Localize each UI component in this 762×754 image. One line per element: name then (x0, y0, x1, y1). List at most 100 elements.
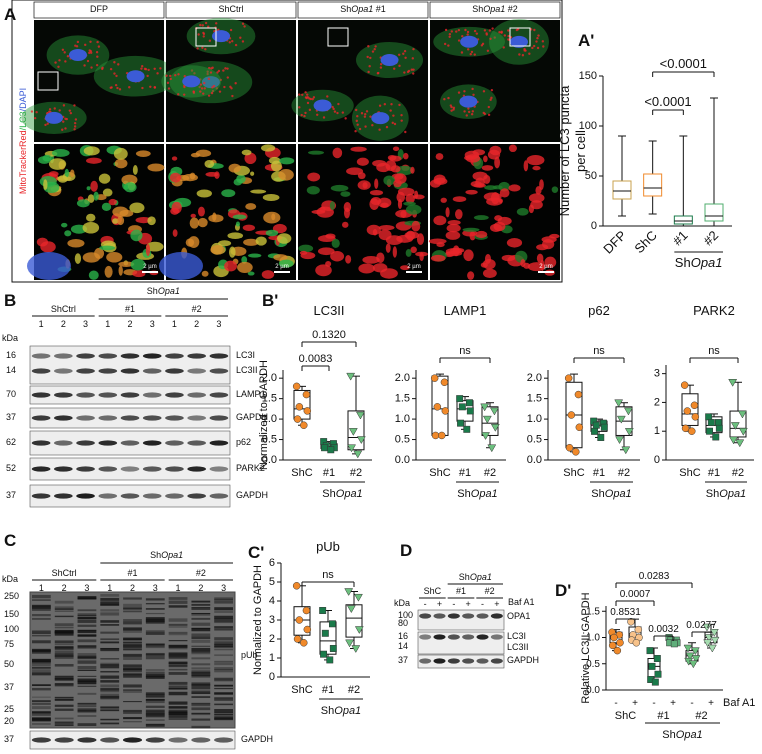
data-point (691, 413, 700, 421)
smear-band (168, 683, 188, 686)
data-point (456, 395, 464, 403)
column-header-box (165, 1, 297, 19)
data-point (688, 427, 696, 435)
band (191, 737, 211, 743)
text-part: 1 (172, 319, 177, 329)
smear-band (123, 637, 142, 641)
mito (128, 86, 131, 89)
smear-band (123, 689, 142, 691)
panel-label: B' (262, 291, 278, 310)
band (447, 658, 460, 664)
mito (58, 109, 61, 112)
smear-band (54, 721, 74, 724)
smear-band (191, 612, 211, 615)
mito (66, 55, 70, 58)
mito (208, 39, 212, 42)
lane-label: 3 (221, 583, 226, 593)
smear-band (214, 711, 233, 714)
band (120, 466, 140, 472)
mito (219, 78, 222, 82)
mito (304, 111, 307, 115)
smear-band (168, 718, 188, 720)
data-point (482, 415, 492, 424)
text-part: - (424, 599, 427, 609)
mito (64, 127, 67, 130)
zoom-blob (172, 229, 178, 237)
text-part: GAPDH (236, 412, 268, 422)
zoom-blob (204, 159, 215, 168)
smear-band (77, 646, 97, 649)
x-tick-label: ShC (632, 228, 660, 256)
smear-band (100, 687, 120, 691)
mito (341, 111, 345, 114)
zoom-blob (329, 201, 335, 210)
mito (215, 87, 219, 90)
mito (393, 67, 396, 70)
lane-label: 2 (62, 583, 67, 593)
text-part: 1.0 (527, 413, 542, 425)
zoom-blob (540, 259, 545, 272)
mito (498, 31, 501, 34)
text-part: - (481, 599, 484, 609)
smear-band (77, 666, 97, 670)
mito (149, 85, 152, 88)
mito (224, 67, 227, 70)
smear-band (77, 703, 97, 705)
zoom-blob (410, 246, 417, 254)
mito (374, 45, 377, 48)
mito (333, 110, 337, 113)
smear-band (191, 702, 211, 707)
mito (460, 51, 464, 54)
smear-band (32, 599, 51, 601)
text-part: pUb (241, 650, 258, 660)
smear-band (168, 644, 188, 648)
zoom-blob (445, 207, 450, 218)
smear-band (145, 699, 165, 704)
data-point (610, 633, 618, 642)
text-part: 0.0 (262, 454, 277, 466)
text-part: DFP (90, 4, 108, 14)
smear-band (32, 669, 51, 673)
mito (117, 63, 120, 66)
smear-band (32, 658, 51, 663)
smear-band (191, 674, 211, 678)
smear-band (145, 719, 165, 721)
mito (507, 29, 510, 32)
mito (473, 53, 476, 56)
smear-band (32, 684, 51, 686)
mito (167, 87, 171, 90)
text-part: A' (578, 31, 594, 50)
zoom-blob (278, 168, 294, 181)
data-point (351, 645, 361, 654)
lane-label: 2 (127, 319, 132, 329)
data-point (615, 436, 624, 445)
text-part: ns (593, 345, 605, 357)
x-tick-label: #1 (593, 467, 605, 479)
smear-band (214, 698, 233, 701)
y-tick-label: 0 (591, 220, 597, 232)
smear-band (54, 650, 74, 654)
band-label: GAPDH (236, 412, 268, 422)
smear-band (168, 681, 188, 685)
smear-band (191, 696, 211, 698)
lane-label: 1 (39, 583, 44, 593)
smear-band (145, 723, 165, 725)
mito (169, 77, 172, 81)
mito (33, 117, 37, 120)
zoom-blob (331, 238, 340, 248)
band (476, 634, 489, 640)
mito (203, 87, 206, 90)
smear-band (32, 668, 51, 670)
smear-band (214, 684, 233, 687)
mito (183, 75, 186, 78)
smear-band (123, 670, 142, 673)
mito (529, 28, 533, 31)
smear-band (145, 618, 165, 623)
zoom-blob (350, 146, 367, 152)
smear-band (123, 610, 142, 613)
kda-marker: 25 (4, 704, 14, 714)
smear-band (214, 684, 233, 686)
text-part: <0.0001 (660, 56, 707, 71)
lane-label: 3 (153, 583, 158, 593)
